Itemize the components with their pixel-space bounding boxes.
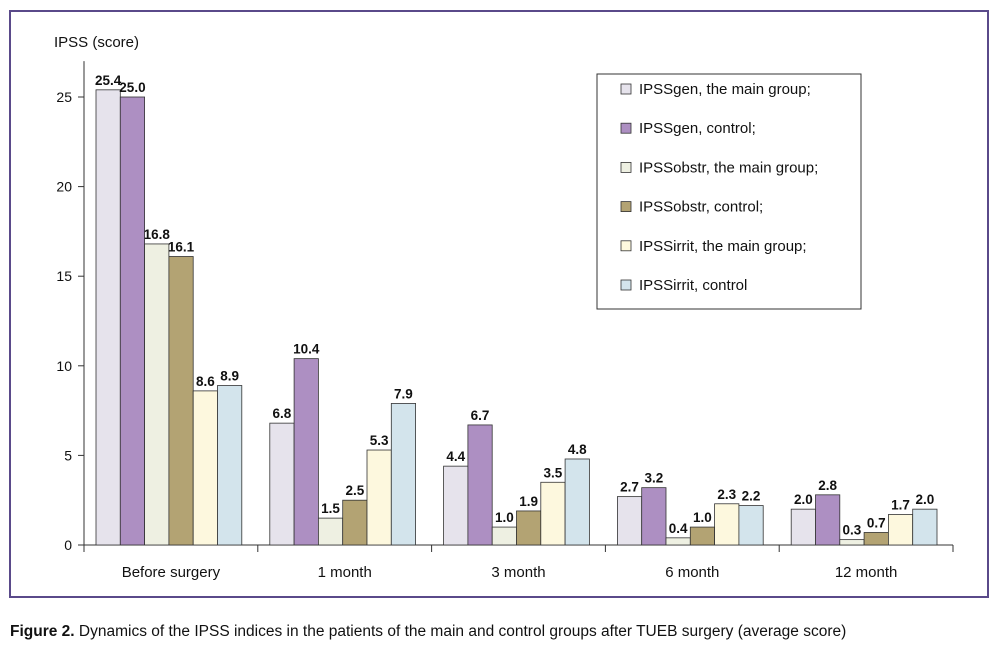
- bar: [540, 481, 566, 546]
- x-tick-label: 3 month: [491, 564, 545, 581]
- data-label: 10.4: [293, 342, 320, 357]
- legend-swatch: [620, 161, 632, 173]
- bar: [491, 526, 517, 546]
- caption-label: Figure 2.: [10, 623, 75, 640]
- data-label: 1.0: [693, 510, 712, 525]
- bar: [390, 403, 416, 546]
- data-label: 2.3: [717, 487, 736, 502]
- data-label: 16.1: [168, 239, 195, 254]
- legend-swatch: [620, 122, 632, 134]
- bar: [342, 499, 368, 546]
- legend-swatch: [620, 83, 632, 95]
- bar-chart: IPSS (score) 0 5 10 15 20 25 25.425.0 16.816.1 8.…: [54, 34, 954, 581]
- data-label: 2.8: [818, 478, 837, 493]
- bar: [790, 508, 816, 546]
- y-axis-label: IPSS (score): [54, 34, 139, 51]
- caption-text: Dynamics of the IPSS indices in the pati…: [74, 623, 847, 640]
- data-label: 5.3: [370, 433, 389, 448]
- bar: [738, 505, 764, 546]
- legend-label: IPSSobstr, control;: [639, 199, 763, 216]
- data-label: 1.0: [495, 510, 514, 525]
- data-label: 7.9: [394, 386, 413, 401]
- x-tick-label: 12 month: [835, 564, 898, 581]
- y-tick-label: 0: [64, 537, 72, 553]
- bar: [293, 358, 319, 546]
- data-label: 8.9: [220, 369, 239, 384]
- bar: [192, 390, 218, 546]
- data-label: 0.7: [867, 515, 886, 530]
- data-label: 25.0: [119, 80, 145, 95]
- y-tick-label: 25: [56, 89, 72, 105]
- bar: [564, 458, 590, 546]
- y-tick-label: 20: [56, 179, 72, 195]
- data-label: 0.3: [843, 523, 862, 538]
- data-label: 2.5: [345, 483, 364, 498]
- bar: [839, 539, 865, 546]
- x-tick-label: 1 month: [318, 564, 372, 581]
- x-tick-label: Before surgery: [122, 564, 221, 581]
- data-label: 1.9: [519, 494, 538, 509]
- bar: [317, 517, 344, 546]
- bar: [217, 385, 243, 546]
- bar: [641, 487, 667, 546]
- bar: [888, 514, 914, 546]
- data-label: 4.4: [446, 449, 465, 464]
- bar: [366, 449, 392, 546]
- bar: [689, 526, 715, 546]
- data-label: 3.5: [544, 465, 563, 480]
- legend-swatch: [620, 279, 632, 291]
- bar: [714, 503, 740, 546]
- data-label: 1.7: [891, 498, 910, 513]
- data-label: 1.5: [321, 501, 340, 516]
- legend-label: IPSSobstr, the main group;: [639, 159, 818, 176]
- legend-label: IPSSirrit, control: [639, 277, 747, 294]
- bar: [467, 424, 493, 546]
- legend-swatch: [620, 240, 632, 252]
- data-label: 16.8: [144, 227, 171, 242]
- bar: [269, 422, 295, 546]
- data-label: 6.8: [273, 406, 292, 421]
- legend-swatch: [620, 201, 632, 213]
- data-label: 0.4: [669, 521, 688, 536]
- bar: [863, 532, 889, 546]
- data-label: 3.2: [644, 471, 663, 486]
- legend-label: IPSSgen, the main group;: [639, 81, 811, 98]
- y-tick-label: 15: [56, 268, 72, 284]
- legend-label: IPSSgen, control;: [639, 120, 756, 137]
- data-label: 8.6: [196, 374, 215, 389]
- data-label: 2.0: [794, 492, 813, 507]
- bar: [119, 96, 146, 546]
- bar: [168, 256, 194, 546]
- data-label: 2.2: [742, 489, 761, 504]
- bar: [617, 496, 643, 546]
- y-tick-label: 10: [56, 358, 72, 374]
- bar: [144, 243, 170, 546]
- data-label: 25.4: [95, 73, 122, 88]
- figure-caption: Figure 2. Dynamics of the IPSS indices i…: [10, 623, 846, 641]
- legend-label: IPSSirrit, the main group;: [639, 238, 807, 255]
- bar: [516, 510, 542, 546]
- data-label: 2.7: [620, 480, 639, 495]
- bar: [665, 537, 691, 546]
- bar: [815, 494, 841, 546]
- data-label: 4.8: [568, 442, 587, 457]
- x-tick-label: 6 month: [665, 564, 719, 581]
- y-tick-label: 5: [64, 447, 72, 463]
- data-label: 6.7: [471, 408, 490, 423]
- legend-box: [596, 73, 862, 310]
- bar: [95, 89, 121, 546]
- data-label: 2.0: [915, 492, 934, 507]
- bar: [912, 508, 938, 546]
- bar: [443, 465, 469, 546]
